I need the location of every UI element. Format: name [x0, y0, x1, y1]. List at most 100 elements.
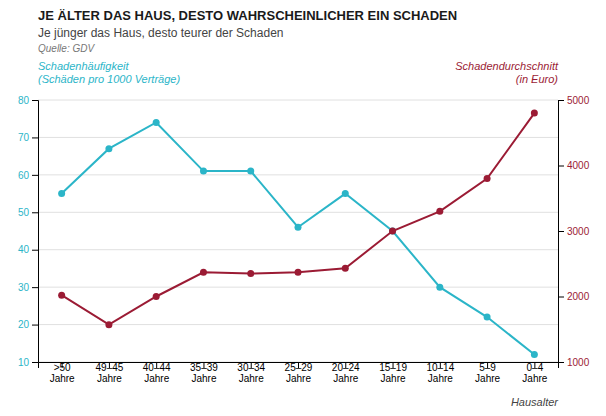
y-axis-tick: 30 [18, 282, 38, 293]
y2-axis-tick-mark [558, 100, 564, 101]
text-line: Jahre [475, 373, 500, 384]
text-line: (Schäden pro 1000 Verträge) [38, 73, 180, 85]
x-tick: 35–39Jahre [190, 362, 218, 384]
y2-axis-tick: 2000 [558, 291, 590, 302]
x-tick-label: 35–39Jahre [190, 362, 218, 384]
x-tick: 15–19Jahre [379, 362, 407, 384]
grid-line [38, 324, 558, 325]
grid-line [38, 174, 558, 175]
y-axis-tick-label: 80 [18, 95, 30, 106]
text-line: Jahre [428, 373, 453, 384]
y-axis-tick-mark [32, 100, 38, 101]
x-tick-label: 30–34Jahre [237, 362, 265, 384]
x-tick: 0–4Jahre [522, 362, 547, 384]
y2-axis: 1000 2000 3000 4000 5000 [558, 95, 590, 368]
y-axis-tick: 60 [18, 170, 38, 181]
y2-axis-tick-label: 2000 [567, 291, 590, 302]
grid-line [38, 137, 558, 138]
y-axis-tick-mark [32, 212, 38, 213]
text-line: Schadenhäufigkeit [38, 60, 129, 72]
grid-line [38, 249, 558, 250]
x-tick-label: 0–4Jahre [522, 362, 547, 384]
series-point [342, 265, 349, 272]
x-tick: 49–45Jahre [96, 362, 124, 384]
series-point [153, 119, 160, 126]
text-line: Jahre [286, 373, 311, 384]
y2-axis-tick: 3000 [558, 226, 590, 237]
x-tick-label: 15–19Jahre [379, 362, 407, 384]
y2-axis-tick-label: 4000 [567, 160, 590, 171]
series-point [200, 168, 207, 175]
text-line: (in Euro) [516, 73, 559, 85]
y-axis-tick: 40 [18, 244, 38, 255]
x-tick: 25–29Jahre [285, 362, 313, 384]
y2-axis-tick-mark [558, 231, 564, 232]
y2-axis-tick-label: 5000 [567, 95, 590, 106]
series-point [484, 314, 491, 321]
y-axis-tick-label: 70 [18, 132, 30, 143]
x-tick-label: 25–29Jahre [285, 362, 313, 384]
y-axis-tick-mark [32, 137, 38, 138]
y2-axis-tick-mark [558, 166, 564, 167]
x-tick-label: 40–44Jahre [143, 362, 171, 384]
text-line: 35–39 [190, 362, 218, 373]
text-line: Jahre [97, 373, 122, 384]
series-point [58, 292, 65, 299]
y-axis-tick-label: 60 [18, 170, 30, 181]
series-point [531, 110, 538, 117]
series-point [153, 293, 160, 300]
y2-axis-tick: 5000 [558, 95, 590, 106]
text-line: 10–14 [426, 362, 454, 373]
grid-line [38, 287, 558, 288]
text-line: 30–34 [237, 362, 265, 373]
y-axis-tick-mark [32, 287, 38, 288]
y2-axis-tick: 1000 [558, 357, 590, 368]
text-line: Jahre [333, 373, 358, 384]
text-line: 5–9 [479, 362, 496, 373]
text-line: Jahre [191, 373, 216, 384]
y-axis-line [32, 101, 39, 363]
grid [38, 100, 558, 362]
y-axis-tick-label: 10 [18, 357, 30, 368]
y-axis-tick: 70 [18, 132, 38, 143]
x-axis-title: Hausalter [511, 396, 559, 408]
text-line: 20–24 [332, 362, 360, 373]
series-point [247, 168, 254, 175]
grid-line [38, 212, 558, 213]
x-tick: 5–9Jahre [475, 362, 500, 384]
text-line: 25–29 [285, 362, 313, 373]
chart: JE ÄLTER DAS HAUS, DESTO WAHRSCHEINLICHE… [0, 0, 606, 416]
series-point [105, 145, 112, 152]
y-axis-tick: 80 [18, 95, 38, 106]
y-axis-tick: 50 [18, 207, 38, 218]
series-point [436, 208, 443, 215]
y2-axis-tick-mark [558, 297, 564, 298]
marks [58, 110, 538, 358]
source: Quelle: GDV [38, 43, 95, 54]
series-label: Schadendurchschnitt(in Euro) [455, 60, 559, 85]
x-tick: 10–14Jahre [426, 362, 454, 384]
y-axis-tick: 10 [18, 357, 38, 368]
y-axis-tick-mark [32, 325, 38, 326]
text-line: 15–19 [379, 362, 407, 373]
series-point [389, 228, 396, 235]
y-axis-tick-label: 30 [18, 282, 30, 293]
y-axis-tick: 20 [18, 319, 38, 330]
text-line: Jahre [144, 373, 169, 384]
text-line: 0–4 [527, 362, 544, 373]
y-axis-tick-label: 50 [18, 207, 30, 218]
x-tick-label: 5–9Jahre [475, 362, 500, 384]
x-tick-label: >50Jahre [50, 362, 75, 384]
y2-axis-tick: 4000 [558, 160, 590, 171]
text-line: 40–44 [143, 362, 171, 373]
y2-axis-tick-mark [558, 362, 564, 363]
series-point [484, 175, 491, 182]
text-line: Jahre [239, 373, 264, 384]
series-point [295, 269, 302, 276]
series-line [62, 122, 535, 354]
y2-axis-tick-label: 3000 [567, 226, 590, 237]
y-axis-tick-mark [32, 175, 38, 176]
y2-axis-tick-label: 1000 [567, 357, 590, 368]
title: JE ÄLTER DAS HAUS, DESTO WAHRSCHEINLICHE… [38, 8, 457, 23]
x-tick: 30–34Jahre [237, 362, 265, 384]
